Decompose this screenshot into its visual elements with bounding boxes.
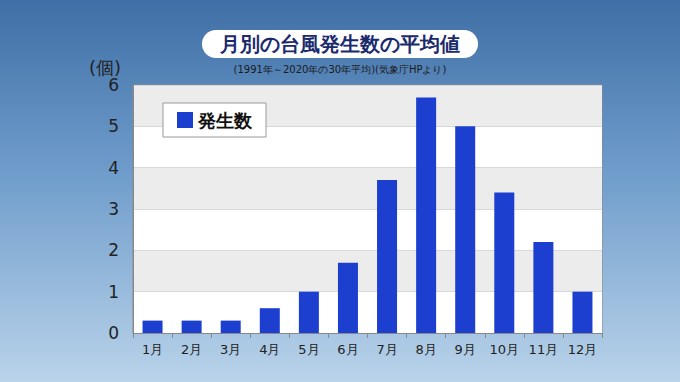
svg-text:3: 3: [108, 199, 119, 219]
svg-text:12月: 12月: [568, 342, 598, 357]
svg-text:5月: 5月: [298, 342, 319, 357]
svg-text:0: 0: [108, 323, 119, 343]
svg-text:1: 1: [108, 282, 119, 302]
svg-text:11月: 11月: [529, 342, 559, 357]
svg-text:1月: 1月: [142, 342, 163, 357]
svg-text:9月: 9月: [455, 342, 476, 357]
svg-text:8月: 8月: [415, 342, 436, 357]
svg-text:4: 4: [108, 158, 119, 178]
svg-text:(1991年～2020年の30年平均)(気象庁HPより): (1991年～2020年の30年平均)(気象庁HPより): [234, 64, 447, 75]
svg-text:4月: 4月: [259, 342, 280, 357]
svg-text:10月: 10月: [490, 342, 520, 357]
svg-text:3月: 3月: [220, 342, 241, 357]
svg-text:月別の台風発生数の平均値: 月別の台風発生数の平均値: [219, 32, 460, 56]
svg-text:5: 5: [108, 116, 119, 136]
svg-text:(個): (個): [89, 57, 121, 79]
svg-text:7月: 7月: [376, 342, 397, 357]
svg-text:2月: 2月: [181, 342, 202, 357]
svg-text:6: 6: [108, 75, 119, 95]
svg-text:2: 2: [108, 240, 119, 260]
svg-text:6月: 6月: [337, 342, 358, 357]
svg-text:発生数: 発生数: [197, 110, 253, 131]
